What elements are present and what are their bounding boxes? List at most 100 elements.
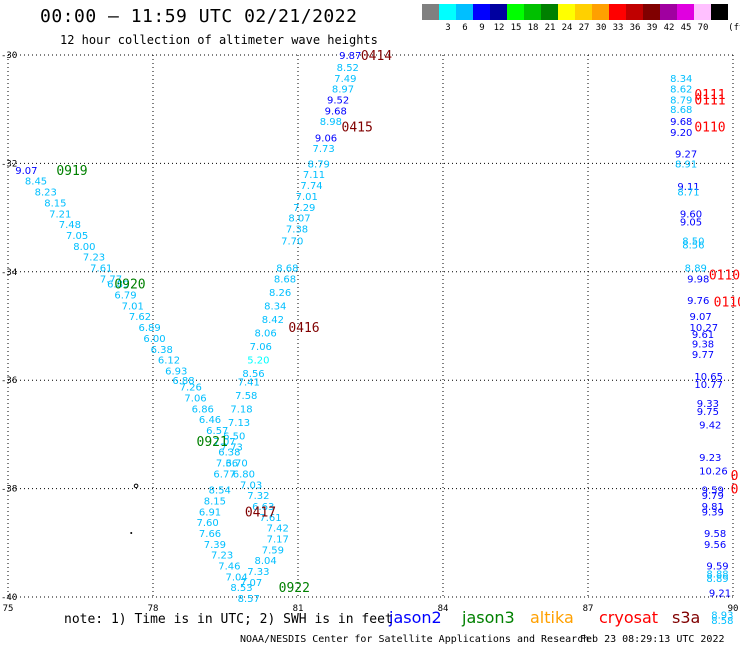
wave-height-value: 9.59 <box>706 562 728 573</box>
wave-height-value: 7.21 <box>49 209 71 220</box>
wave-height-value: 8.26 <box>269 288 291 299</box>
scale-unit: (ft) <box>728 23 740 33</box>
map-subtitle: 12 hour collection of altimeter wave hei… <box>60 33 378 47</box>
scale-swatch <box>490 4 507 20</box>
lat-tick-label: -32 <box>1 159 17 169</box>
lon-tick-label: 78 <box>148 604 159 614</box>
wave-height-value: 8.23 <box>35 188 57 199</box>
wave-height-value: 9.33 <box>697 399 719 410</box>
wave-height-value: 7.77 <box>100 274 122 285</box>
wave-height-value: 8.89 <box>685 263 707 274</box>
pass-label: 0111 <box>694 93 725 108</box>
wave-height-value: 7.07 <box>213 437 235 448</box>
lon-tick-label: 84 <box>438 604 449 614</box>
wave-height-value: 6.80 <box>233 469 255 480</box>
wave-height-value: 9.39 <box>702 507 724 518</box>
wave-height-value: 7.06 <box>184 394 206 405</box>
wave-height-value: 9.98 <box>687 274 709 285</box>
wave-height-value: 8.68 <box>670 105 692 116</box>
wave-height-value: 9.11 <box>677 182 699 193</box>
map-title: 00:00 — 11:59 UTC 02/21/2022 <box>40 6 358 27</box>
wave-height-value: 10.27 <box>690 323 719 334</box>
wave-height-value: 9.60 <box>680 209 702 220</box>
wave-height-value: 9.07 <box>15 166 37 177</box>
scale-swatch <box>677 4 694 20</box>
wave-height-value: 7.38 <box>286 224 308 235</box>
wave-height-value: 6.88 <box>172 376 194 387</box>
scale-label: 39 <box>646 23 658 33</box>
wave-height-value: 8.53 <box>230 583 252 594</box>
wave-height-value: 7.17 <box>267 534 289 545</box>
wave-height-value: 8.34 <box>264 301 286 312</box>
scale-label: 12 <box>493 23 505 33</box>
wave-height-value: 8.88 <box>706 570 728 581</box>
island-marker <box>130 532 133 535</box>
wave-height-value: 8.58 <box>711 616 733 627</box>
wave-height-value: 6.38 <box>218 448 240 459</box>
wave-height-value: 7.11 <box>303 170 325 181</box>
footer-credit: NOAA/NESDIS Center for Satellite Applica… <box>240 634 590 645</box>
wave-height-value: 6.77 <box>213 469 235 480</box>
pass-label: 0110 <box>709 269 740 284</box>
scale-swatch <box>643 4 660 20</box>
scale-swatch <box>660 4 677 20</box>
wave-height-value: 8.89 <box>706 574 728 585</box>
pass-label: 0414 <box>361 49 392 64</box>
wave-height-value: 7.18 <box>230 404 252 415</box>
lon-tick-label: 90 <box>728 604 739 614</box>
scale-swatch <box>422 4 439 20</box>
scale-swatch <box>592 4 609 20</box>
wave-height-value: 7.61 <box>259 513 281 524</box>
scale-swatch <box>575 4 592 20</box>
wave-height-value: 8.68 <box>276 263 298 274</box>
lat-tick-label: -36 <box>1 376 17 386</box>
wave-height-value: 7.66 <box>199 529 221 540</box>
scale-label: 21 <box>544 23 556 33</box>
legend-entry-altika: altika <box>530 608 574 627</box>
wave-height-value: 9.75 <box>697 407 719 418</box>
wave-height-value: 8.06 <box>255 329 277 340</box>
wave-height-value: 7.73 <box>313 144 335 155</box>
wave-height-value: 9.59 <box>702 486 724 497</box>
wave-height-value: 8.79 <box>308 159 330 170</box>
scale-label: 9 <box>479 23 485 33</box>
pass-label: 0416 <box>288 321 319 336</box>
wave-height-value: 8.91 <box>675 159 697 170</box>
legend-entry-jason2: jason2 <box>389 608 442 627</box>
wave-height-value: 6.63 <box>252 502 274 513</box>
wave-height-value: 9.23 <box>699 453 721 464</box>
pass-label: 0417 <box>245 505 276 520</box>
wave-height-value: 7.26 <box>180 383 202 394</box>
wave-height-value: 7.23 <box>83 253 105 264</box>
lat-tick-label: -40 <box>1 593 17 603</box>
wave-height-value: 7.04 <box>226 572 248 583</box>
wave-height-value: 7.59 <box>262 545 284 556</box>
legend-entry-s3a: s3a <box>672 608 701 627</box>
wave-height-value: 6.86 <box>192 404 214 415</box>
lon-tick-label: 81 <box>293 604 304 614</box>
wave-height-value: 9.68 <box>325 106 347 117</box>
scale-label: 15 <box>510 23 522 33</box>
scale-swatch <box>473 4 490 20</box>
wave-height-value: 8.34 <box>670 74 692 85</box>
wave-height-value: 9.87 <box>339 51 361 62</box>
wave-height-value: 8.62 <box>670 85 692 96</box>
wave-height-value: 8.42 <box>262 315 284 326</box>
pass-label: 0919 <box>56 164 87 179</box>
scale-label: 6 <box>462 23 468 33</box>
legend-entry-jason3: jason3 <box>462 608 515 627</box>
pass-label: 0 <box>731 469 739 484</box>
wave-height-value: 7.61 <box>90 263 112 274</box>
wave-height-value: 6.57 <box>206 426 228 437</box>
wave-height-value: 7.33 <box>247 567 269 578</box>
wave-height-value: 7.58 <box>235 391 257 402</box>
scale-swatch <box>456 4 473 20</box>
wave-height-value: 9.05 <box>680 217 702 228</box>
wave-height-value: 6.50 <box>223 431 245 442</box>
wave-height-value: 6.00 <box>143 334 165 345</box>
scale-label: 70 <box>697 23 709 33</box>
scale-swatch <box>541 4 558 20</box>
wave-height-value: 7.05 <box>66 231 88 242</box>
pass-label: 0920 <box>114 278 145 293</box>
scale-label: 33 <box>612 23 624 33</box>
